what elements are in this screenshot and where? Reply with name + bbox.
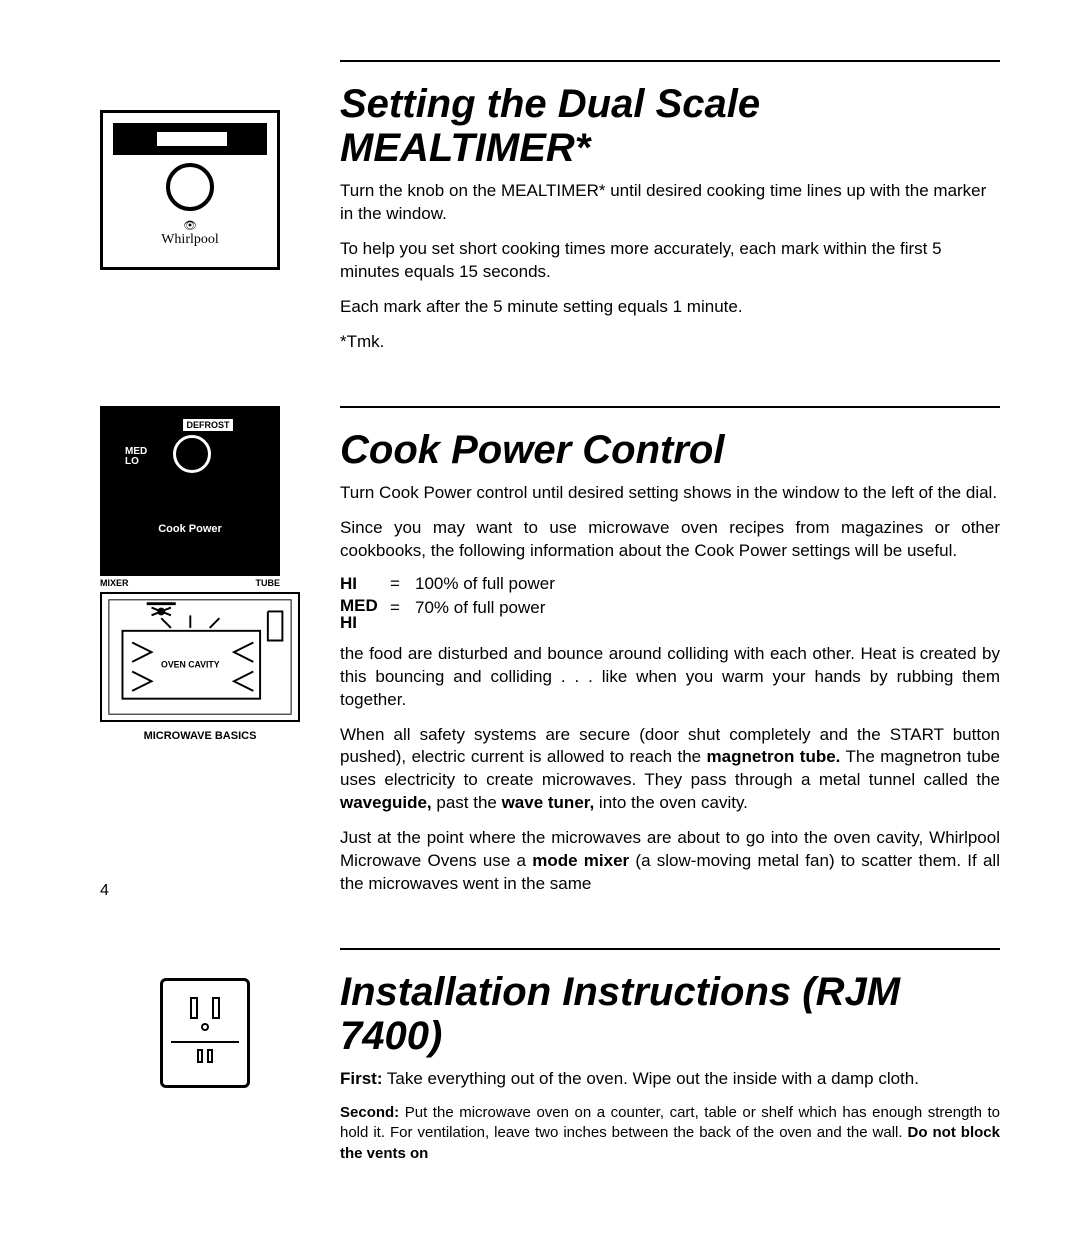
outlet-lower bbox=[171, 1041, 239, 1063]
tube-labels: MIXER TUBE bbox=[100, 578, 280, 588]
bold-term: waveguide, bbox=[340, 793, 432, 812]
heading-mealtimer: Setting the Dual Scale MEALTIMER* bbox=[340, 82, 1000, 170]
slot-icon bbox=[212, 997, 220, 1019]
illustration-timer: 👁 Whirlpool bbox=[100, 60, 310, 366]
brand-logo: Whirlpool bbox=[113, 232, 267, 248]
paragraph: Just at the point where the microwaves a… bbox=[340, 827, 1000, 896]
section-rule bbox=[340, 60, 1000, 62]
text: Put the microwave oven on a counter, car… bbox=[340, 1104, 1000, 1141]
section-cookpower: DEFROST MEDLO Cook Power MIXER TUBE OVEN… bbox=[100, 406, 1000, 908]
power-label: MEDHI bbox=[340, 598, 390, 630]
cavity-text: OVEN CAVITY bbox=[161, 659, 220, 669]
eye-icon: 👁 bbox=[113, 219, 267, 232]
illustration-outlet bbox=[100, 948, 310, 1164]
text: past the bbox=[432, 793, 502, 812]
slot-icon bbox=[197, 1049, 203, 1063]
power-row-medhi: MEDHI = 70% of full power bbox=[340, 598, 1000, 630]
power-label: HI bbox=[340, 574, 390, 594]
content-mealtimer: Setting the Dual Scale MEALTIMER* Turn t… bbox=[340, 60, 1000, 366]
paragraph: Turn Cook Power control until desired se… bbox=[340, 482, 1000, 505]
cookpower-panel-illustration: DEFROST MEDLO Cook Power bbox=[100, 406, 280, 576]
heading-installation: Installation Instructions (RJM 7400) bbox=[340, 970, 1000, 1058]
illustration-cookpower: DEFROST MEDLO Cook Power MIXER TUBE OVEN… bbox=[100, 406, 310, 908]
equals-sign: = bbox=[390, 574, 415, 594]
slot-icon bbox=[207, 1049, 213, 1063]
footnote: *Tmk. bbox=[340, 331, 1000, 354]
bold-term: magnetron tube. bbox=[707, 747, 841, 766]
paragraph: Second: Put the microwave oven on a coun… bbox=[340, 1103, 1000, 1164]
content-installation: Installation Instructions (RJM 7400) Fir… bbox=[340, 948, 1000, 1164]
bold-term: mode mixer bbox=[532, 851, 629, 870]
section-mealtimer: 👁 Whirlpool Setting the Dual Scale MEALT… bbox=[100, 60, 1000, 366]
paragraph: the food are disturbed and bounce around… bbox=[340, 643, 1000, 712]
outlet-illustration bbox=[160, 978, 250, 1088]
tube-label: TUBE bbox=[256, 578, 281, 588]
content-cookpower: Cook Power Control Turn Cook Power contr… bbox=[340, 406, 1000, 908]
bold-term: wave tuner, bbox=[502, 793, 595, 812]
power-value: 100% of full power bbox=[415, 574, 555, 594]
ground-icon bbox=[201, 1023, 209, 1031]
paragraph: Each mark after the 5 minute setting equ… bbox=[340, 296, 1000, 319]
mixer-label: MIXER bbox=[100, 578, 129, 588]
section-installation: Installation Instructions (RJM 7400) Fir… bbox=[100, 948, 1000, 1164]
section-rule bbox=[340, 948, 1000, 950]
defrost-label: DEFROST bbox=[183, 419, 233, 431]
page-number: 4 bbox=[100, 882, 310, 900]
basics-caption: MICROWAVE BASICS bbox=[100, 730, 300, 742]
cookpower-label: Cook Power bbox=[113, 523, 267, 535]
paragraph: To help you set short cooking times more… bbox=[340, 238, 1000, 284]
paragraph: First: Take everything out of the oven. … bbox=[340, 1068, 1000, 1091]
cookpower-knob-icon bbox=[173, 435, 211, 473]
text: Take everything out of the oven. Wipe ou… bbox=[383, 1069, 919, 1088]
timer-window bbox=[113, 123, 267, 155]
paragraph: Turn the knob on the MEALTIMER* until de… bbox=[340, 180, 1000, 226]
step-label: First: bbox=[340, 1069, 383, 1088]
paragraph: When all safety systems are secure (door… bbox=[340, 724, 1000, 816]
heading-cookpower: Cook Power Control bbox=[340, 428, 1000, 472]
power-row-hi: HI = 100% of full power bbox=[340, 574, 1000, 594]
text: into the oven cavity. bbox=[594, 793, 748, 812]
outlet-slots bbox=[171, 997, 239, 1019]
equals-sign: = bbox=[390, 598, 415, 618]
oven-cavity-diagram: OVEN CAVITY bbox=[100, 592, 300, 722]
power-value: 70% of full power bbox=[415, 598, 545, 618]
medlo-label: MEDLO bbox=[125, 447, 147, 467]
timer-panel-illustration: 👁 Whirlpool bbox=[100, 110, 280, 270]
section-rule bbox=[340, 406, 1000, 408]
paragraph: Since you may want to use microwave oven… bbox=[340, 517, 1000, 563]
timer-knob-icon bbox=[166, 163, 214, 211]
step-label: Second: bbox=[340, 1104, 399, 1121]
slot-icon bbox=[190, 997, 198, 1019]
